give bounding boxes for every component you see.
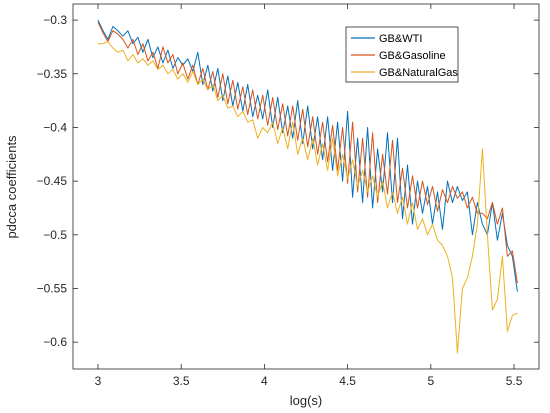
series-layer (97, 19, 518, 354)
x-tick-label: 5.5 (506, 374, 523, 388)
x-tick-label: 3.5 (173, 374, 190, 388)
x-tick-label: 5 (427, 374, 434, 388)
x-tick-label: 4.5 (339, 374, 356, 388)
x-tick-label: 3 (95, 374, 102, 388)
series-line-2 (98, 41, 518, 354)
legend-label-0: GB&WTI (379, 33, 422, 45)
y-tick-label: −0.4 (43, 120, 67, 134)
y-axis-ticks: −0.3 −0.35 −0.4 −0.45 −0.5 −0.55 −0.6 (37, 13, 539, 349)
x-tick-label: 4 (261, 374, 268, 388)
x-axis-ticks: 3 3.5 4 4.5 5 5.5 (95, 4, 523, 388)
legend-label-2: GB&NaturalGas (379, 67, 458, 79)
series-line-0 (97, 19, 518, 292)
y-tick-label: −0.35 (37, 67, 68, 81)
y-tick-label: −0.6 (43, 335, 67, 349)
y-tick-label: −0.5 (43, 228, 67, 242)
y-axis-label: pdcca coefficients (4, 135, 19, 239)
y-tick-label: −0.3 (43, 13, 67, 27)
legend-label-1: GB&Gasoline (379, 50, 446, 62)
y-tick-label: −0.45 (37, 174, 68, 188)
plot-frame (72, 3, 540, 370)
y-tick-label: −0.55 (37, 281, 68, 295)
legend: GB&WTI GB&Gasoline GB&NaturalGas (345, 26, 459, 83)
x-axis-label: log(s) (290, 393, 323, 408)
series-line-1 (97, 22, 518, 284)
